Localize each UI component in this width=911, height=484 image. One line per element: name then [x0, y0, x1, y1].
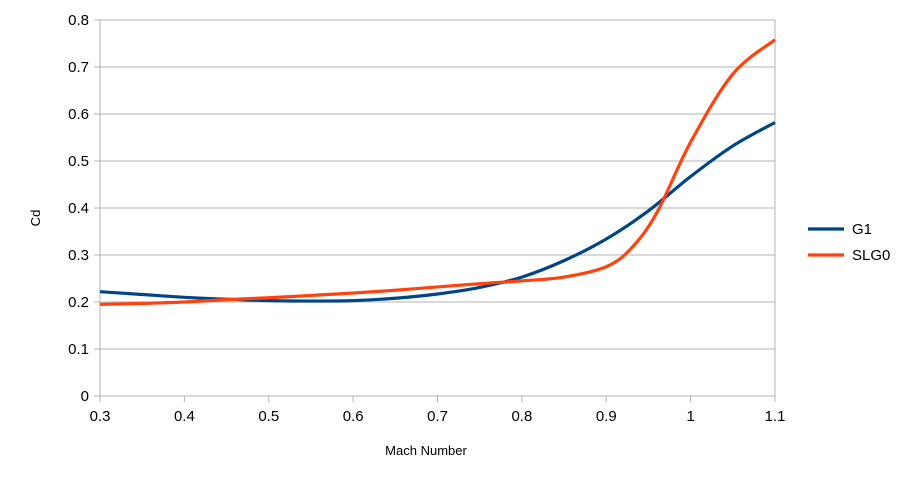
- legend: G1 SLG0: [808, 221, 890, 264]
- y-tick-label-5: 0.5: [68, 153, 89, 170]
- x-tick-label-8: 1.1: [765, 408, 786, 425]
- x-tick-label-7: 1: [686, 408, 694, 425]
- series-line-slg0: [99, 38, 777, 306]
- y-tick-label-6: 0.6: [68, 106, 89, 123]
- series-line-g1: [99, 121, 776, 303]
- y-axis-ticks: 0 0.1 0.2 0.3 0.4 0.5 0.6 0.7 0.8: [68, 12, 100, 405]
- x-tick-label-2: 0.5: [258, 408, 279, 425]
- y-tick-label-8: 0.8: [68, 12, 89, 29]
- x-axis-ticks: 0.3 0.4 0.5 0.6 0.7 0.8 0.9 1 1.1: [90, 396, 786, 425]
- y-tick-label-4: 0.4: [68, 200, 89, 217]
- x-tick-label-1: 0.4: [174, 408, 195, 425]
- y-axis-label: Cd: [28, 210, 43, 227]
- x-tick-label-6: 0.9: [596, 408, 617, 425]
- y-tick-label-1: 0.1: [68, 341, 89, 358]
- legend-label-slg0: SLG0: [852, 247, 890, 264]
- y-tick-label-0: 0: [81, 388, 89, 405]
- y-tick-label-7: 0.7: [68, 59, 89, 76]
- x-tick-label-3: 0.6: [343, 408, 364, 425]
- y-tick-label-3: 0.3: [68, 247, 89, 264]
- y-tick-label-2: 0.2: [68, 294, 89, 311]
- x-axis-label: Mach Number: [385, 443, 467, 458]
- x-tick-label-0: 0.3: [90, 408, 111, 425]
- x-tick-label-5: 0.8: [511, 408, 532, 425]
- gridlines: [100, 19, 775, 397]
- x-tick-label-4: 0.7: [427, 408, 448, 425]
- legend-label-g1: G1: [852, 221, 872, 238]
- series-lines: [99, 38, 777, 306]
